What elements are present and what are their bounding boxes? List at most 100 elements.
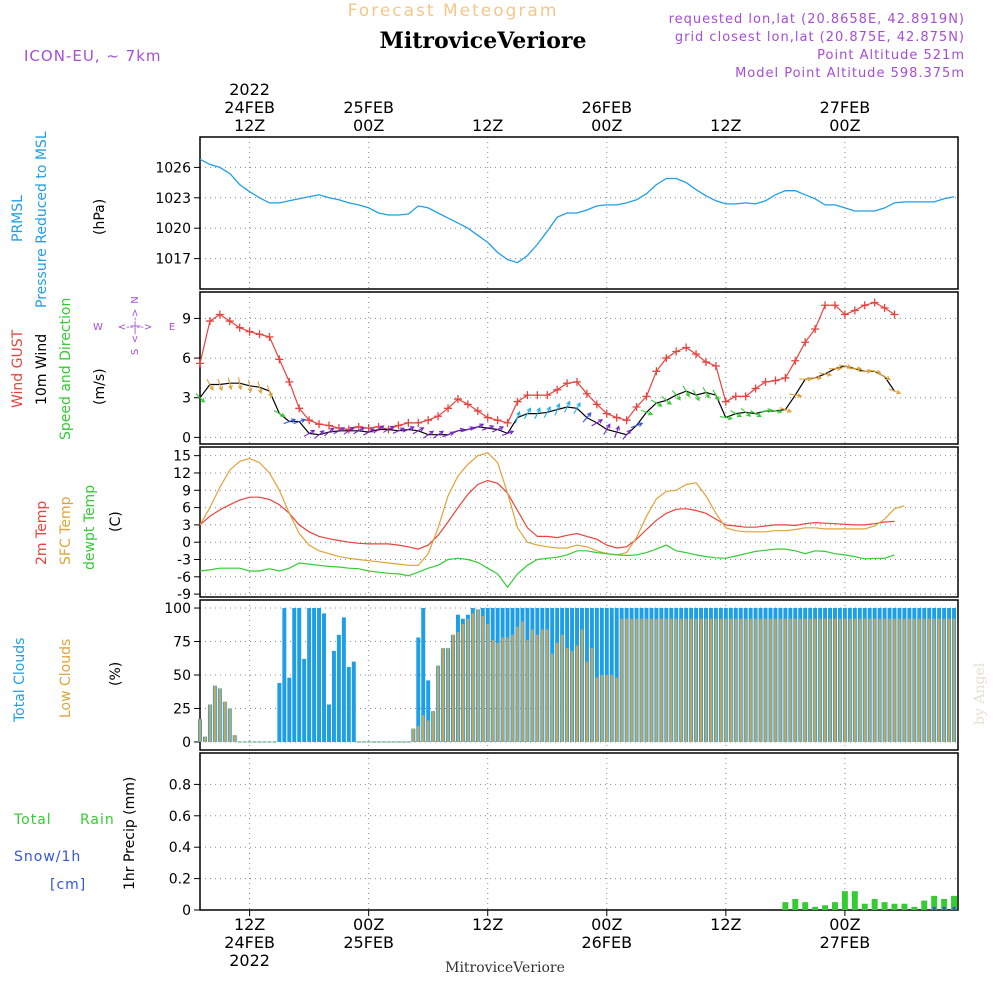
wind-direction-arrow — [564, 400, 571, 413]
clouds-panel: 0 25 50 75 100 — [164, 599, 959, 751]
top-time-label: 2022 — [229, 80, 270, 99]
wind-direction-arrow — [640, 409, 654, 416]
top-time-label: 12Z — [472, 116, 503, 135]
total-cloud-bar — [312, 608, 317, 742]
y-tick-label: 1026 — [155, 160, 191, 176]
compass-south: S — [130, 349, 141, 355]
pressure-msl-label: Pressure Reduced to MSL — [34, 131, 50, 308]
top-time-label: 27FEB — [820, 98, 871, 117]
low-cloud-bar — [918, 618, 921, 742]
wind-direction-arrow — [582, 412, 592, 423]
gust-marker — [632, 402, 641, 411]
low-cloud-bar — [541, 629, 544, 742]
gust-marker — [453, 395, 462, 404]
compass-rose: N S W E <--|--> <--|--> — [93, 296, 175, 355]
wind-direction-arrow — [383, 425, 395, 433]
wind-direction-arrow — [591, 419, 604, 427]
gust-marker — [721, 397, 730, 406]
low-cloud-bar — [625, 618, 628, 742]
temp-2m-line — [199, 479, 895, 550]
low-cloud-bar — [684, 618, 688, 742]
gust-marker — [563, 379, 572, 388]
wind-direction-arrow — [523, 407, 531, 420]
low-cloud-bar — [555, 642, 559, 742]
wind-direction-arrow — [373, 425, 385, 434]
low-cloud-bar — [794, 618, 797, 742]
y-tick-label: 1017 — [155, 252, 191, 268]
low-cloud-bar — [223, 701, 226, 742]
wind-direction-arrow — [353, 427, 365, 435]
compass-ns-arrows: <--|--> — [130, 309, 141, 344]
wind-direction-arrow — [819, 372, 833, 377]
rain-bar — [802, 902, 809, 910]
y-tick-label: 0 — [182, 430, 191, 446]
closest-lonlat: grid closest lon,lat (20.875E, 42.875N) — [675, 30, 965, 45]
wind-direction-arrow — [630, 422, 644, 429]
prmsl-label: PRMSL — [10, 195, 26, 242]
total-cloud-bar — [297, 608, 302, 742]
low-cloud-bar — [833, 618, 837, 742]
gust-marker — [830, 301, 839, 310]
wind-labels: Wind GUST 10m Wind Speed and Direction (… — [10, 296, 175, 440]
gust-marker — [265, 332, 274, 341]
low-cloud-bar — [446, 648, 450, 742]
low-cloud-bar — [729, 618, 732, 742]
temp-sfc-label: SFC Temp — [58, 496, 74, 565]
wind-unit-label: (m/s) — [92, 368, 108, 405]
low-cloud-bar — [789, 618, 792, 742]
low-cloud-bar — [536, 634, 539, 742]
gust-marker — [701, 358, 710, 367]
low-cloud-bar — [476, 609, 479, 742]
gust-marker — [731, 392, 740, 401]
low-cloud-bar — [784, 618, 787, 742]
model-label: ICON-EU, ~ 7km — [24, 47, 162, 65]
gust-marker — [553, 385, 562, 394]
low-cloud-bar — [709, 618, 713, 742]
low-cloud-bar — [650, 618, 653, 742]
gust-marker — [523, 391, 532, 400]
low-cloud-bar — [546, 629, 549, 742]
bottom-time-label: 12Z — [234, 915, 265, 934]
low-cloud-bar — [853, 618, 857, 742]
total-cloud-bar — [326, 704, 331, 742]
gust-marker — [205, 317, 214, 326]
low-cloud-bar — [873, 618, 876, 742]
wind-direction-arrow — [534, 407, 541, 420]
low-cloud-bar — [878, 618, 881, 742]
low-cloud-bar — [441, 648, 445, 742]
low-cloud-bar — [496, 642, 499, 742]
prmsl-line — [199, 158, 955, 264]
bottom-time-label: 26FEB — [581, 933, 632, 952]
low-cloud-bar — [823, 618, 827, 742]
bottom-time-label: 12Z — [472, 915, 503, 934]
low-cloud-bar — [570, 650, 574, 742]
gust-marker — [215, 310, 224, 319]
wind-panel: 0 3 6 9 — [182, 291, 959, 446]
wind-direction-arrow — [422, 430, 435, 439]
y-tick-label: 3 — [182, 518, 191, 534]
bottom-time-label: 00Z — [591, 915, 622, 934]
low-cloud-bar — [868, 618, 871, 742]
low-cloud-bar — [213, 685, 217, 742]
wind-direction-arrow — [442, 431, 455, 438]
snow-unit-label: [cm] — [50, 877, 86, 893]
low-cloud-bar — [928, 618, 931, 742]
compass-east: E — [169, 322, 175, 333]
wind-direction-arrow — [217, 378, 224, 392]
wind-direction-arrow — [661, 396, 672, 405]
y-tick-label: 0 — [182, 535, 191, 551]
low-cloud-bar — [838, 618, 842, 742]
bottom-time-label: 00Z — [829, 915, 860, 934]
wind-direction-arrow — [501, 430, 515, 436]
wind-direction-arrow — [730, 410, 742, 418]
low-cloud-bar — [491, 640, 494, 742]
total-cloud-bar — [341, 617, 346, 742]
low-cloud-bar — [754, 618, 757, 742]
low-cloud-bar — [774, 618, 777, 742]
wind-direction-arrow — [719, 415, 733, 421]
total-cloud-bar — [331, 650, 336, 742]
low-cloud-bar — [947, 618, 951, 742]
rain-bar — [831, 902, 838, 910]
rain-bar — [792, 899, 799, 910]
low-cloud-bar — [580, 629, 584, 742]
